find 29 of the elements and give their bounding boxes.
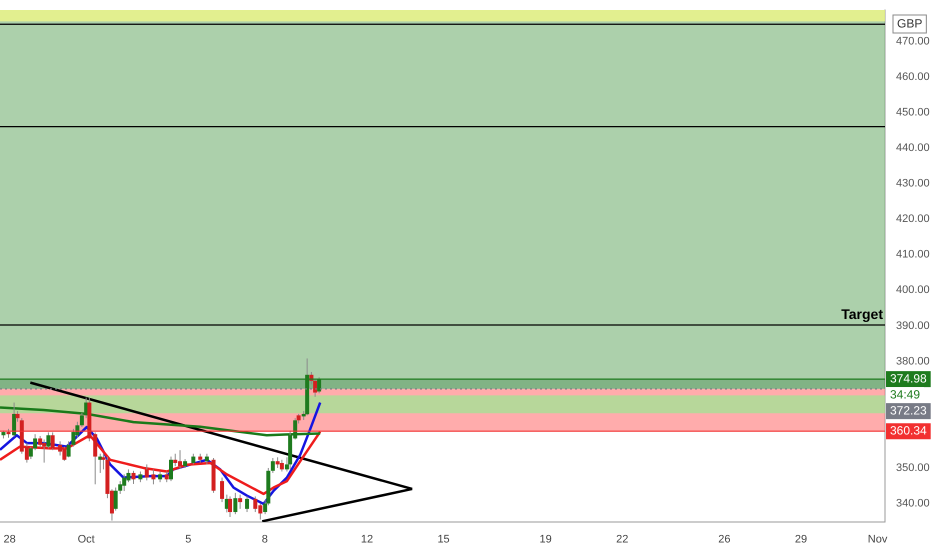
y-tick-label: 390.00 <box>896 320 930 332</box>
y-tick-label: 460.00 <box>896 70 930 83</box>
x-tick-label: 5 <box>185 534 192 546</box>
x-tick-label: 15 <box>437 534 450 546</box>
y-tick-label: 380.00 <box>896 355 930 368</box>
x-tick-label: 8 <box>262 534 268 546</box>
x-tick-label: 22 <box>616 534 628 546</box>
x-tick-label: Nov <box>868 534 888 546</box>
y-tick-label: 400.00 <box>896 284 930 296</box>
x-tick-label: 12 <box>360 534 374 546</box>
y-tick-label: 420.00 <box>896 213 930 226</box>
y-tick-label: 340.00 <box>896 498 930 510</box>
ref-line-label: Target <box>841 306 884 322</box>
x-tick-label: 28 <box>3 534 16 546</box>
x-tick-label: 26 <box>718 534 731 546</box>
text: 34:49 <box>890 387 920 402</box>
y-tick-label: 450.00 <box>896 106 930 118</box>
y-tick-label: 350.00 <box>896 462 930 474</box>
ref-line-label: 360.34 <box>890 424 928 438</box>
x-tick-label: Oct <box>78 534 95 546</box>
y-tick-label: 440.00 <box>896 142 930 154</box>
y-tick-label: 410.00 <box>896 248 930 261</box>
y-tick-label: 470.00 <box>896 35 930 48</box>
y-tick-label: 430.00 <box>896 178 930 190</box>
x-tick-label: 29 <box>794 534 808 546</box>
x-tick-label: 19 <box>540 534 552 546</box>
ref-line-label: 372.23 <box>890 403 928 418</box>
text: GBP <box>897 16 922 30</box>
ref-line-label: 374.98 <box>890 371 928 386</box>
